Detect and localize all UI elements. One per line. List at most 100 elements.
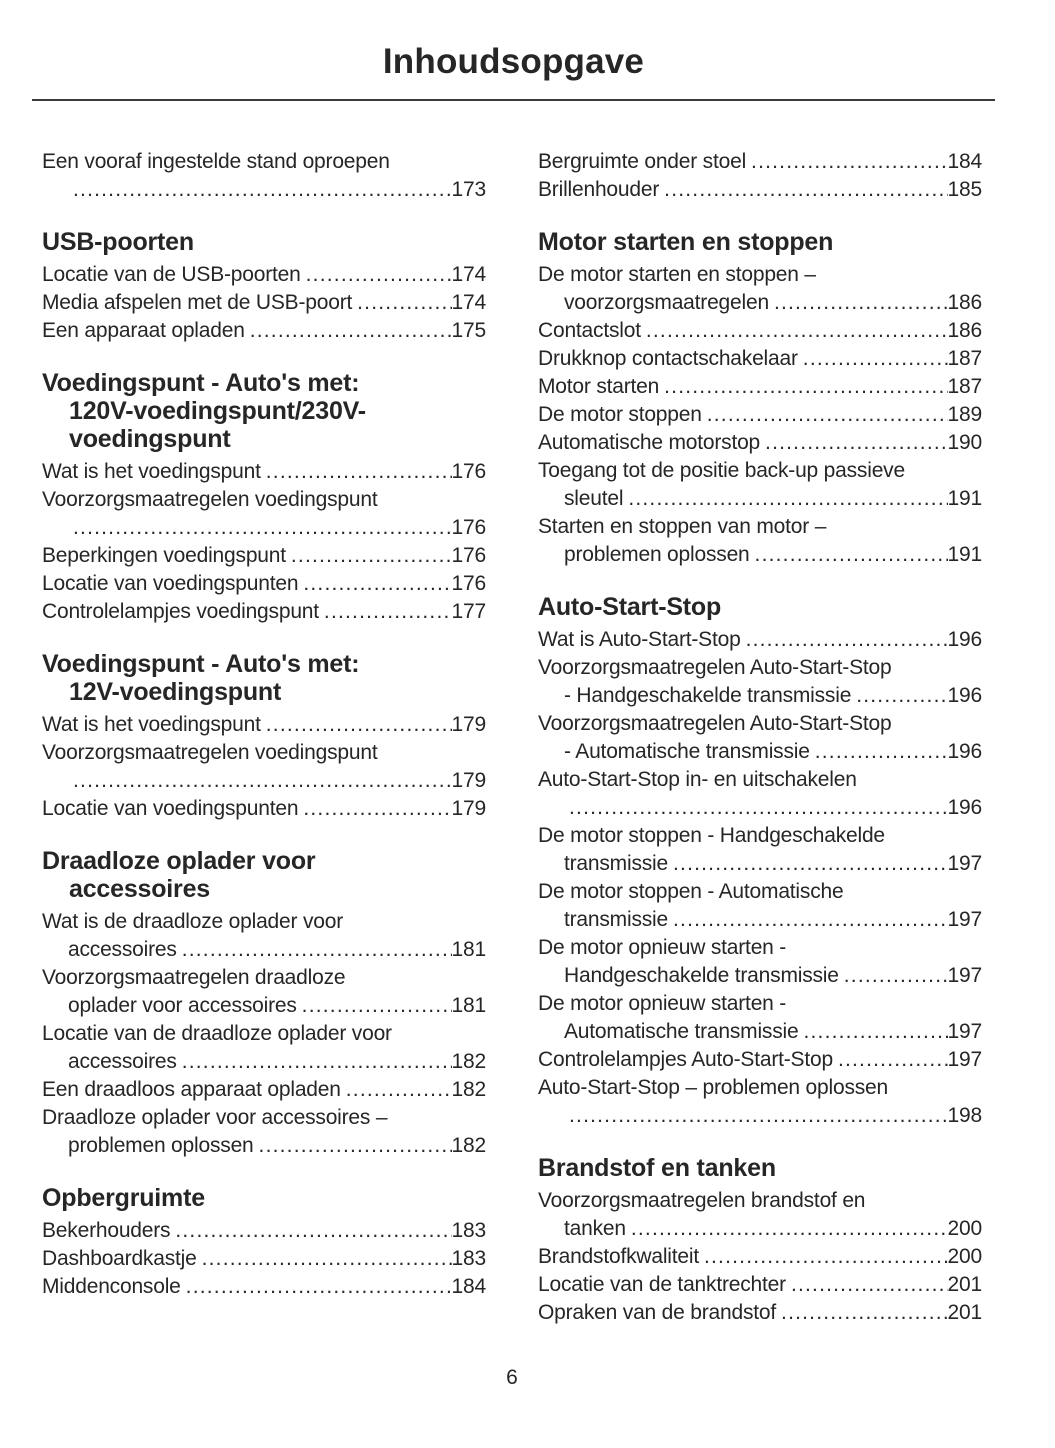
dot-leader bbox=[856, 682, 947, 710]
entry-label: Bekerhouders bbox=[42, 1219, 171, 1242]
toc-entry: Opraken van de brandstof 201 bbox=[538, 1299, 982, 1327]
dot-leader bbox=[704, 1243, 948, 1271]
entry-label-continued: - Handgeschakelde transmissie bbox=[564, 684, 852, 707]
entry-label: Dashboardkastje bbox=[42, 1247, 197, 1270]
toc-entry-wrap-line: - Handgeschakelde transmissie 196 bbox=[538, 682, 982, 710]
section-heading-line: USB-poorten bbox=[42, 228, 194, 256]
toc-entry: Voorzorgsmaatregelen Auto-Start-Stop - Ha… bbox=[538, 654, 982, 710]
entry-page-number: 201 bbox=[947, 1273, 983, 1296]
toc-section: Een vooraf ingestelde stand oproepen 173 bbox=[42, 148, 486, 204]
dot-leader bbox=[774, 289, 948, 317]
entry-page-number: 179 bbox=[451, 769, 487, 792]
toc-entry: Toegang tot de positie back-up passieve s… bbox=[538, 457, 982, 513]
toc-column-left: Een vooraf ingestelde stand oproepen 173 U… bbox=[42, 148, 486, 1327]
toc-entry-line: Motor starten 187 bbox=[538, 373, 982, 401]
toc-entry: Voorzorgsmaatregelen Auto-Start-Stop - Au… bbox=[538, 710, 982, 766]
section-heading: Brandstof en tanken bbox=[538, 1154, 982, 1182]
toc-entry: Dashboardkastje 183 bbox=[42, 1245, 486, 1273]
dot-leader bbox=[357, 289, 451, 317]
toc-entry-line: Wat is het voedingspunt 179 bbox=[42, 711, 486, 739]
toc-entry: De motor opnieuw starten - Automatische t… bbox=[538, 990, 982, 1046]
toc-entry-line: Voorzorgsmaatregelen Auto-Start-Stop bbox=[538, 654, 982, 682]
entry-page-number: 181 bbox=[451, 994, 487, 1017]
entry-label: Opraken van de brandstof bbox=[538, 1301, 777, 1324]
entry-label: Drukknop contactschakelaar bbox=[538, 347, 798, 370]
entry-label-continued: oplader voor accessoires bbox=[68, 994, 297, 1017]
toc-entry-line: Drukknop contactschakelaar 187 bbox=[538, 345, 982, 373]
toc-entry-line: Voorzorgsmaatregelen voedingspunt bbox=[42, 739, 486, 767]
dot-leader bbox=[803, 1018, 947, 1046]
toc-entry-line: Starten en stoppen van motor – bbox=[538, 513, 982, 541]
entry-label: Wat is het voedingspunt bbox=[42, 713, 261, 736]
dot-leader bbox=[746, 626, 948, 654]
entry-page-number: 201 bbox=[947, 1301, 983, 1324]
entry-label: Een vooraf ingestelde stand oproepen bbox=[42, 150, 390, 173]
entry-label-continued: tanken bbox=[564, 1217, 626, 1240]
toc-entry: Voorzorgsmaatregelen voedingspunt 176 bbox=[42, 486, 486, 542]
entry-label: Locatie van de tanktrechter bbox=[538, 1273, 786, 1296]
dot-leader bbox=[259, 1132, 452, 1160]
entry-label: Wat is het voedingspunt bbox=[42, 460, 261, 483]
dot-leader bbox=[791, 1271, 948, 1299]
section-heading: Motor starten en stoppen bbox=[538, 228, 982, 256]
dot-leader bbox=[73, 767, 452, 795]
entry-page-number: 179 bbox=[451, 713, 487, 736]
entry-page-number: 197 bbox=[947, 1020, 983, 1043]
entry-page-number: 197 bbox=[947, 1048, 983, 1071]
toc-entry-line: Beperkingen voedingspunt 176 bbox=[42, 542, 486, 570]
entry-label: Wat is Auto-Start-Stop bbox=[538, 628, 741, 651]
dot-leader bbox=[302, 992, 452, 1020]
toc-entry-line: Toegang tot de positie back-up passieve bbox=[538, 457, 982, 485]
toc-entry-wrap-line: accessoires 182 bbox=[42, 1048, 486, 1076]
toc-entry-line: Brillenhouder 185 bbox=[538, 176, 982, 204]
entry-label: De motor stoppen - Automatische bbox=[538, 880, 844, 903]
entry-page-number: 186 bbox=[947, 319, 983, 342]
toc-entry-line: Media afspelen met de USB-poort 174 bbox=[42, 289, 486, 317]
entry-label-continued: accessoires bbox=[68, 938, 177, 961]
toc-entry-line: De motor stoppen - Automatische bbox=[538, 878, 982, 906]
dot-leader bbox=[569, 1102, 948, 1130]
entry-page-number: 181 bbox=[451, 938, 487, 961]
toc-entry: Een vooraf ingestelde stand oproepen 173 bbox=[42, 148, 486, 204]
toc-entry-line: Dashboardkastje 183 bbox=[42, 1245, 486, 1273]
entry-page-number: 174 bbox=[451, 291, 487, 314]
toc-entry-line: Opraken van de brandstof 201 bbox=[538, 1299, 982, 1327]
toc-entry-wrap-line: 176 bbox=[42, 514, 487, 542]
section-heading-line: 12V-voedingspunt bbox=[69, 678, 282, 706]
entry-page-number: 176 bbox=[451, 516, 487, 539]
toc-entry-wrap-line: 173 bbox=[42, 176, 487, 204]
dot-leader bbox=[324, 598, 452, 626]
section-heading-line: Auto-Start-Stop bbox=[538, 593, 722, 621]
toc-entry: Auto-Start-Stop – problemen oplossen 198 bbox=[538, 1074, 982, 1130]
toc-entry-line: Auto-Start-Stop in- en uitschakelen bbox=[538, 766, 982, 794]
toc-entry: De motor opnieuw starten - Handgeschakeld… bbox=[538, 934, 982, 990]
toc-entry-wrap-line: voorzorgsmaatregelen 186 bbox=[538, 289, 982, 317]
entry-label-continued: - Automatische transmissie bbox=[564, 740, 810, 763]
dot-leader bbox=[569, 794, 948, 822]
entry-label: Voorzorgsmaatregelen draadloze bbox=[42, 966, 346, 989]
entry-label: Locatie van voedingspunten bbox=[42, 797, 299, 820]
entry-label-continued: Handgeschakelde transmissie bbox=[564, 964, 839, 987]
toc-entry-wrap-line: problemen oplossen 191 bbox=[538, 541, 982, 569]
entry-page-number: 197 bbox=[947, 908, 983, 931]
dot-leader bbox=[755, 541, 948, 569]
section-heading: Voedingspunt - Auto's met: 12V-voedingspu… bbox=[42, 650, 486, 706]
entry-label: Controlelampjes Auto-Start-Stop bbox=[538, 1048, 833, 1071]
toc-columns: Een vooraf ingestelde stand oproepen 173 U… bbox=[42, 148, 982, 1327]
entry-page-number: 196 bbox=[947, 684, 983, 707]
toc-entry: De motor starten en stoppen – voorzorgsma… bbox=[538, 261, 982, 317]
entry-label: Locatie van de USB-poorten bbox=[42, 263, 301, 286]
page-number: 6 bbox=[506, 1366, 518, 1389]
toc-entry-line: Brandstofkwaliteit 200 bbox=[538, 1243, 982, 1271]
entry-page-number: 187 bbox=[947, 347, 983, 370]
toc-entry-line: Locatie van voedingspunten 176 bbox=[42, 570, 486, 598]
entry-page-number: 196 bbox=[947, 628, 983, 651]
dot-leader bbox=[303, 795, 451, 823]
entry-label: De motor opnieuw starten - bbox=[538, 936, 787, 959]
toc-entry-line: Auto-Start-Stop – problemen oplossen bbox=[538, 1074, 982, 1102]
toc-section: Voedingspunt - Auto's met: 12V-voedingspu… bbox=[42, 650, 486, 823]
entry-page-number: 184 bbox=[451, 1275, 487, 1298]
toc-entry: Starten en stoppen van motor – problemen … bbox=[538, 513, 982, 569]
dot-leader bbox=[844, 962, 948, 990]
entry-label-continued: voorzorgsmaatregelen bbox=[564, 291, 769, 314]
